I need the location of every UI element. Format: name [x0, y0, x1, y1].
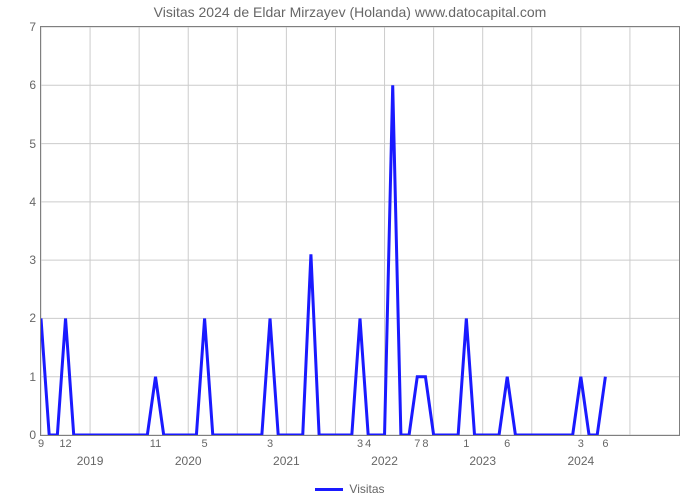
y-tick-label: 3 — [6, 253, 36, 267]
chart-svg — [41, 27, 679, 435]
y-tick-label: 1 — [6, 370, 36, 384]
legend-label: Visitas — [349, 482, 384, 496]
chart-title: Visitas 2024 de Eldar Mirzayev (Holanda)… — [0, 4, 700, 20]
y-tick-label: 4 — [6, 195, 36, 209]
x-tick-minor-label: 4 — [365, 438, 371, 450]
x-tick-major-label: 2023 — [469, 454, 496, 468]
x-tick-minor-label: 9 — [38, 438, 44, 450]
x-tick-major-label: 2020 — [175, 454, 202, 468]
x-tick-minor-label: 12 — [59, 438, 71, 450]
x-tick-minor-label: 8 — [422, 438, 428, 450]
x-tick-major-label: 2024 — [567, 454, 594, 468]
legend: Visitas — [0, 482, 700, 496]
x-tick-minor-label: 3 — [357, 438, 363, 450]
y-tick-label: 6 — [6, 78, 36, 92]
x-tick-minor-label: 5 — [202, 438, 208, 450]
x-tick-major-label: 2022 — [371, 454, 398, 468]
x-tick-major-label: 2021 — [273, 454, 300, 468]
x-tick-minor-label: 3 — [578, 438, 584, 450]
chart-container: { "chart": { "type": "line", "title": "V… — [0, 0, 700, 500]
x-tick-major-label: 2019 — [77, 454, 104, 468]
x-tick-minor-label: 1 — [463, 438, 469, 450]
x-tick-minor-label: 6 — [504, 438, 510, 450]
x-tick-minor-label: 3 — [267, 438, 273, 450]
legend-swatch — [315, 488, 343, 491]
y-tick-label: 7 — [6, 20, 36, 34]
x-tick-minor-label: 7 — [414, 438, 420, 450]
x-tick-minor-label: 11 — [150, 438, 161, 450]
y-tick-label: 0 — [6, 428, 36, 442]
y-tick-label: 2 — [6, 311, 36, 325]
plot-area — [40, 26, 680, 436]
y-tick-label: 5 — [6, 137, 36, 151]
x-tick-minor-label: 6 — [602, 438, 608, 450]
